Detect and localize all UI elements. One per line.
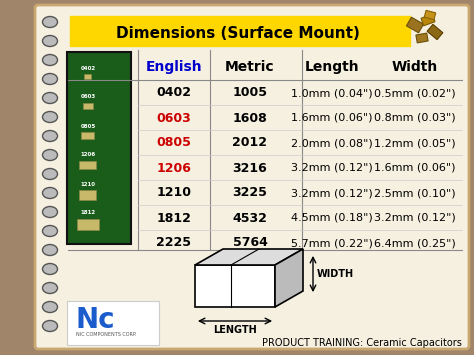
Text: 0402: 0402 xyxy=(81,66,96,71)
Text: PRODUCT TRAINING: Ceramic Capacitors: PRODUCT TRAINING: Ceramic Capacitors xyxy=(262,338,462,348)
Text: Metric: Metric xyxy=(225,60,275,74)
Polygon shape xyxy=(424,10,436,20)
Ellipse shape xyxy=(43,73,57,84)
Text: 1608: 1608 xyxy=(233,111,267,125)
Text: Dimensions (Surface Mount): Dimensions (Surface Mount) xyxy=(116,26,360,40)
Ellipse shape xyxy=(43,36,57,47)
FancyBboxPatch shape xyxy=(83,103,93,109)
Text: 0805: 0805 xyxy=(81,124,96,129)
Polygon shape xyxy=(195,249,303,265)
Text: 4.5mm (0.18"): 4.5mm (0.18") xyxy=(291,213,373,223)
Polygon shape xyxy=(421,14,435,26)
Text: 1210: 1210 xyxy=(156,186,191,200)
Text: NIC COMPONENTS CORP.: NIC COMPONENTS CORP. xyxy=(76,333,137,338)
Polygon shape xyxy=(416,33,428,43)
Text: 1.0mm (0.04"): 1.0mm (0.04") xyxy=(291,88,373,98)
FancyBboxPatch shape xyxy=(70,16,410,46)
Ellipse shape xyxy=(43,263,57,274)
Polygon shape xyxy=(427,24,443,40)
Text: English: English xyxy=(146,60,202,74)
FancyBboxPatch shape xyxy=(77,219,99,230)
Text: 1812: 1812 xyxy=(156,212,191,224)
Polygon shape xyxy=(275,249,303,307)
Text: 0805: 0805 xyxy=(156,137,191,149)
Text: 0603: 0603 xyxy=(81,94,96,99)
Text: 0.8mm (0.03"): 0.8mm (0.03") xyxy=(374,113,456,123)
Text: 1.6mm (0.06"): 1.6mm (0.06") xyxy=(291,113,373,123)
FancyBboxPatch shape xyxy=(67,301,159,345)
Ellipse shape xyxy=(43,321,57,332)
Text: 6.4mm (0.25"): 6.4mm (0.25") xyxy=(374,238,456,248)
Ellipse shape xyxy=(43,245,57,256)
Ellipse shape xyxy=(43,207,57,218)
Ellipse shape xyxy=(43,93,57,104)
Ellipse shape xyxy=(43,16,57,27)
Polygon shape xyxy=(195,265,275,307)
Text: 2.5mm (0.10"): 2.5mm (0.10") xyxy=(374,188,456,198)
Ellipse shape xyxy=(43,301,57,312)
Text: 1206: 1206 xyxy=(81,153,96,158)
Text: 3216: 3216 xyxy=(233,162,267,175)
Ellipse shape xyxy=(43,187,57,198)
FancyBboxPatch shape xyxy=(80,161,97,169)
Text: 0.5mm (0.02"): 0.5mm (0.02") xyxy=(374,88,456,98)
Ellipse shape xyxy=(43,225,57,236)
Text: 1.6mm (0.06"): 1.6mm (0.06") xyxy=(374,163,456,173)
Text: 3.2mm (0.12"): 3.2mm (0.12") xyxy=(291,188,373,198)
FancyBboxPatch shape xyxy=(35,5,469,349)
Text: WIDTH: WIDTH xyxy=(317,269,354,279)
Ellipse shape xyxy=(43,111,57,122)
Text: Width: Width xyxy=(392,60,438,74)
Text: 5764: 5764 xyxy=(233,236,267,250)
Text: 1005: 1005 xyxy=(233,87,267,99)
Text: 3.2mm (0.12"): 3.2mm (0.12") xyxy=(291,163,373,173)
Ellipse shape xyxy=(43,149,57,160)
Text: 0603: 0603 xyxy=(156,111,191,125)
Ellipse shape xyxy=(43,131,57,142)
Text: LENGTH: LENGTH xyxy=(213,325,257,335)
Text: 2.0mm (0.08"): 2.0mm (0.08") xyxy=(291,138,373,148)
Ellipse shape xyxy=(43,55,57,66)
Text: 2225: 2225 xyxy=(156,236,191,250)
Text: 2012: 2012 xyxy=(233,137,267,149)
Text: Length: Length xyxy=(305,60,359,74)
Polygon shape xyxy=(406,17,424,33)
Text: 3.2mm (0.12"): 3.2mm (0.12") xyxy=(374,213,456,223)
Ellipse shape xyxy=(43,283,57,294)
Text: 3225: 3225 xyxy=(233,186,267,200)
Text: 1210: 1210 xyxy=(81,181,95,186)
Text: 0402: 0402 xyxy=(156,87,191,99)
FancyBboxPatch shape xyxy=(80,190,97,200)
FancyBboxPatch shape xyxy=(82,132,94,139)
Text: 5.7mm (0.22"): 5.7mm (0.22") xyxy=(291,238,373,248)
Text: 1206: 1206 xyxy=(156,162,191,175)
Text: 1.2mm (0.05"): 1.2mm (0.05") xyxy=(374,138,456,148)
FancyBboxPatch shape xyxy=(67,52,131,244)
Ellipse shape xyxy=(43,169,57,180)
FancyBboxPatch shape xyxy=(84,74,91,79)
Text: 4532: 4532 xyxy=(233,212,267,224)
Text: 1812: 1812 xyxy=(81,211,96,215)
Text: Nc: Nc xyxy=(76,306,116,334)
